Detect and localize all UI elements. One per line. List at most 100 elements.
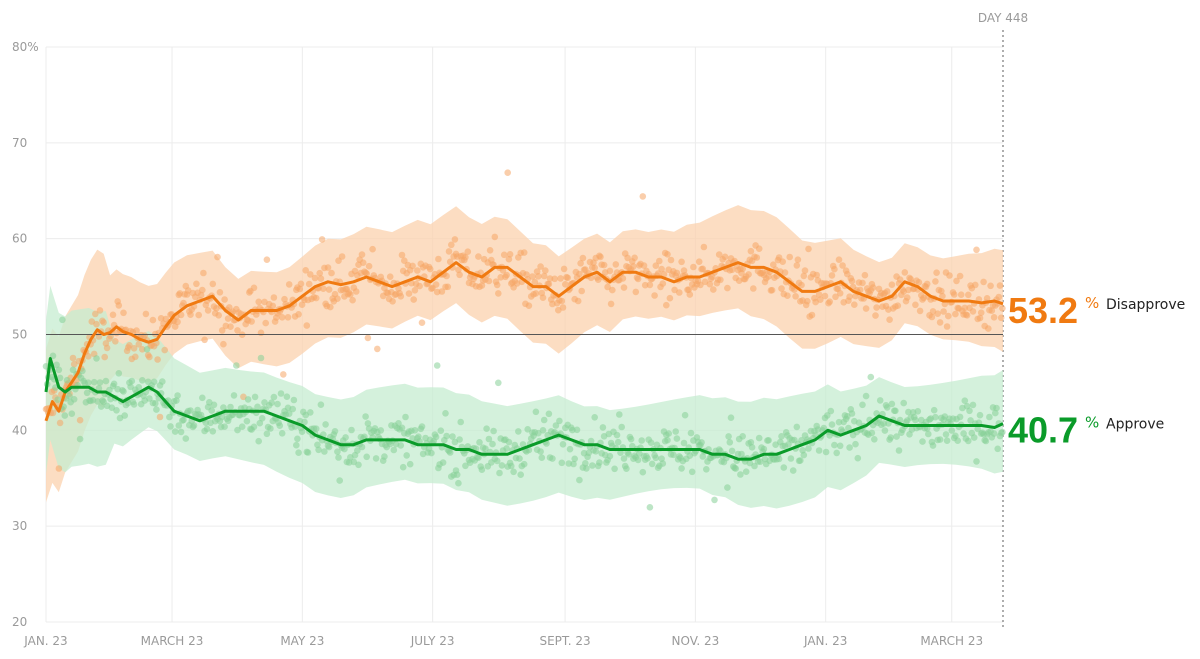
approve-poll-dot bbox=[670, 451, 677, 459]
y-tick-label: 30 bbox=[12, 519, 27, 533]
approve-poll-dot bbox=[659, 460, 667, 467]
approve-poll-dot bbox=[455, 479, 462, 487]
disapprove-poll-dot bbox=[409, 262, 416, 270]
disapprove-poll-dot bbox=[886, 316, 893, 324]
approve-poll-dot bbox=[930, 406, 938, 414]
disapprove-poll-dot bbox=[815, 291, 823, 298]
disapprove-poll-dot bbox=[100, 319, 107, 326]
disapprove-poll-dot bbox=[504, 169, 512, 176]
approve-poll-dot bbox=[171, 428, 179, 435]
approve-poll-dot bbox=[508, 462, 515, 470]
approve-poll-dot bbox=[395, 420, 402, 427]
disapprove-poll-dot bbox=[950, 291, 958, 298]
disapprove-poll-dot bbox=[227, 323, 234, 331]
approve-poll-dot bbox=[90, 378, 98, 386]
disapprove-poll-dot bbox=[486, 247, 494, 254]
approve-poll-dot bbox=[307, 409, 314, 416]
disapprove-poll-dot bbox=[667, 256, 675, 264]
disapprove-poll-dot bbox=[957, 291, 965, 299]
disapprove-poll-dot bbox=[835, 256, 843, 264]
approve-poll-dot bbox=[887, 434, 894, 441]
disapprove-poll-dot bbox=[956, 272, 964, 280]
disapprove-poll-dot bbox=[805, 245, 812, 253]
approve-poll-dot bbox=[960, 430, 967, 437]
disapprove-poll-dot bbox=[988, 307, 996, 315]
approve-poll-dot bbox=[765, 437, 772, 444]
approve-final-value: 40.7 bbox=[1008, 410, 1078, 451]
disapprove-poll-dot bbox=[103, 344, 111, 352]
approve-poll-dot bbox=[428, 449, 435, 457]
approve-poll-dot bbox=[687, 429, 695, 437]
disapprove-poll-dot bbox=[269, 302, 277, 310]
x-tick-label: JULY 23 bbox=[410, 634, 455, 648]
disapprove-poll-dot bbox=[750, 285, 757, 292]
approve-poll-dot bbox=[549, 455, 556, 462]
approve-poll-dot bbox=[493, 457, 501, 465]
approve-poll-dot bbox=[678, 465, 685, 472]
approve-poll-dot bbox=[263, 430, 271, 438]
disapprove-poll-dot bbox=[132, 353, 139, 361]
disapprove-poll-dot bbox=[435, 255, 442, 263]
disapprove-poll-dot bbox=[768, 286, 776, 294]
disapprove-poll-dot bbox=[334, 295, 341, 303]
approve-poll-dot bbox=[496, 469, 503, 477]
approve-poll-dot bbox=[862, 392, 870, 400]
disapprove-poll-dot bbox=[839, 262, 846, 269]
disapprove-poll-dot bbox=[604, 283, 611, 291]
approve-poll-dot bbox=[914, 408, 922, 415]
approve-poll-dot bbox=[199, 394, 206, 402]
approve-poll-dot bbox=[403, 452, 411, 459]
approve-poll-dot bbox=[948, 427, 956, 434]
approve-poll-dot bbox=[331, 428, 339, 435]
disapprove-poll-dot bbox=[721, 253, 729, 261]
approve-poll-dot bbox=[355, 461, 362, 469]
approve-poll-dot bbox=[871, 436, 878, 443]
approve-poll-dot bbox=[377, 427, 385, 434]
disapprove-poll-dot bbox=[432, 281, 440, 288]
disapprove-poll-dot bbox=[503, 271, 510, 279]
disapprove-poll-dot bbox=[724, 284, 731, 292]
approve-poll-dot bbox=[919, 438, 926, 445]
disapprove-poll-dot bbox=[216, 289, 224, 296]
disapprove-poll-dot bbox=[872, 312, 879, 319]
disapprove-poll-dot bbox=[493, 281, 501, 289]
approve-poll-dot bbox=[867, 373, 875, 381]
disapprove-poll-dot bbox=[873, 304, 880, 311]
day-label: DAY 448 bbox=[978, 11, 1028, 25]
approve-poll-dot bbox=[416, 438, 423, 445]
disapprove-poll-dot bbox=[939, 292, 946, 300]
disapprove-poll-dot bbox=[214, 253, 221, 261]
disapprove-poll-dot bbox=[363, 270, 371, 278]
approve-series-name: Approve bbox=[1106, 417, 1164, 433]
approve-poll-dot bbox=[524, 426, 531, 433]
x-tick-label: MARCH 23 bbox=[141, 634, 204, 648]
x-tick-label: JAN. 23 bbox=[23, 634, 67, 648]
approve-poll-dot bbox=[150, 378, 158, 386]
approve-poll-dot bbox=[570, 460, 577, 468]
approve-poll-dot bbox=[760, 445, 768, 453]
disapprove-poll-dot bbox=[943, 323, 951, 330]
approve-poll-dot bbox=[334, 448, 341, 456]
approve-poll-dot bbox=[325, 443, 333, 451]
disapprove-poll-dot bbox=[85, 353, 92, 360]
disapprove-poll-dot bbox=[56, 419, 64, 427]
approve-poll-dot bbox=[681, 411, 689, 419]
approve-poll-dot bbox=[381, 453, 388, 460]
approve-poll-dot bbox=[475, 454, 482, 462]
approve-poll-dot bbox=[362, 413, 369, 420]
disapprove-poll-dot bbox=[539, 294, 547, 302]
disapprove-poll-dot bbox=[255, 298, 262, 306]
approve-poll-dot bbox=[283, 393, 291, 401]
disapprove-poll-dot bbox=[888, 281, 896, 289]
disapprove-poll-dot bbox=[352, 288, 360, 295]
disapprove-poll-dot bbox=[862, 305, 870, 312]
approve-poll-dot bbox=[443, 432, 450, 440]
disapprove-poll-dot bbox=[980, 278, 987, 286]
approve-poll-dot bbox=[532, 408, 540, 416]
disapprove-poll-dot bbox=[414, 267, 421, 274]
disapprove-poll-dot bbox=[278, 314, 286, 321]
disapprove-poll-dot bbox=[808, 311, 816, 319]
approve-poll-dot bbox=[881, 427, 889, 434]
approve-poll-dot bbox=[234, 426, 241, 434]
disapprove-poll-dot bbox=[564, 274, 571, 282]
